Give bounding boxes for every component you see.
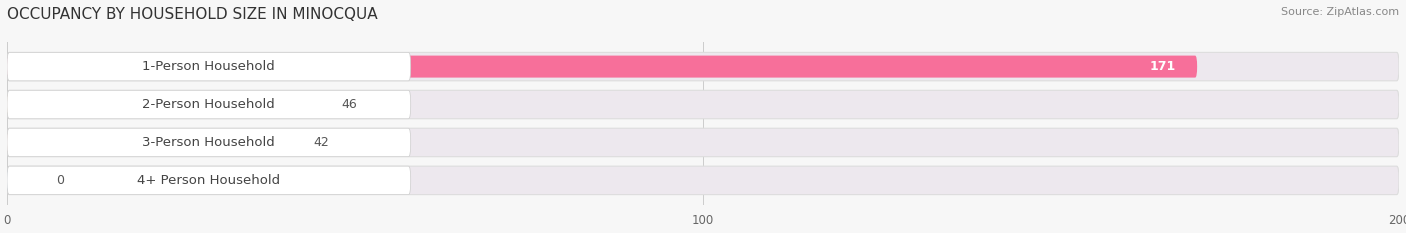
FancyBboxPatch shape: [7, 90, 411, 119]
FancyBboxPatch shape: [7, 166, 411, 195]
FancyBboxPatch shape: [7, 166, 1399, 195]
Text: Source: ZipAtlas.com: Source: ZipAtlas.com: [1281, 7, 1399, 17]
FancyBboxPatch shape: [7, 52, 411, 81]
Text: 2-Person Household: 2-Person Household: [142, 98, 276, 111]
FancyBboxPatch shape: [7, 52, 1399, 81]
Text: 42: 42: [314, 136, 329, 149]
FancyBboxPatch shape: [7, 131, 299, 154]
FancyBboxPatch shape: [7, 128, 411, 157]
FancyBboxPatch shape: [7, 169, 42, 191]
Text: 3-Person Household: 3-Person Household: [142, 136, 276, 149]
FancyBboxPatch shape: [7, 128, 1399, 157]
Text: 46: 46: [342, 98, 357, 111]
FancyBboxPatch shape: [7, 93, 328, 116]
Text: 0: 0: [56, 174, 63, 187]
FancyBboxPatch shape: [7, 90, 1399, 119]
Text: 4+ Person Household: 4+ Person Household: [138, 174, 280, 187]
Text: 1-Person Household: 1-Person Household: [142, 60, 276, 73]
Text: 171: 171: [1150, 60, 1177, 73]
FancyBboxPatch shape: [7, 56, 1197, 78]
Text: OCCUPANCY BY HOUSEHOLD SIZE IN MINOCQUA: OCCUPANCY BY HOUSEHOLD SIZE IN MINOCQUA: [7, 7, 378, 22]
